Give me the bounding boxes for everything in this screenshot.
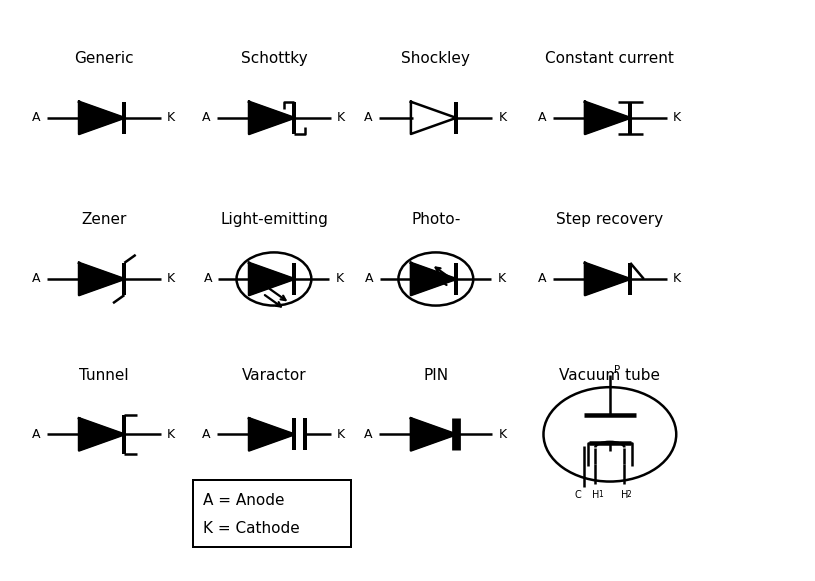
Text: Constant current: Constant current <box>545 51 674 66</box>
Polygon shape <box>411 263 456 295</box>
Text: Step recovery: Step recovery <box>557 212 663 227</box>
Text: 2: 2 <box>627 490 632 498</box>
Text: Vacuum tube: Vacuum tube <box>559 368 660 382</box>
Text: A: A <box>204 272 212 285</box>
Polygon shape <box>79 418 125 450</box>
Text: A: A <box>33 272 41 285</box>
Text: PIN: PIN <box>423 368 448 382</box>
Polygon shape <box>249 418 294 450</box>
Text: A: A <box>202 428 211 441</box>
Text: Shockley: Shockley <box>402 51 470 66</box>
Text: K = Cathode: K = Cathode <box>203 521 299 536</box>
Text: A: A <box>33 428 41 441</box>
Text: 1: 1 <box>597 490 602 498</box>
Text: K: K <box>673 272 681 285</box>
Polygon shape <box>585 102 630 134</box>
Text: A: A <box>365 272 374 285</box>
Text: Light-emitting: Light-emitting <box>220 212 328 227</box>
Bar <box>193 480 350 547</box>
Text: C: C <box>575 490 582 500</box>
Polygon shape <box>249 102 294 134</box>
Text: Varactor: Varactor <box>241 368 306 382</box>
Text: K: K <box>499 428 507 441</box>
Text: K: K <box>337 112 346 124</box>
Polygon shape <box>79 102 125 134</box>
Polygon shape <box>79 263 125 295</box>
Text: A: A <box>364 112 372 124</box>
Polygon shape <box>249 263 294 295</box>
Text: A: A <box>538 112 547 124</box>
Text: K: K <box>499 112 507 124</box>
Text: Generic: Generic <box>74 51 134 66</box>
Polygon shape <box>585 263 630 295</box>
Text: K: K <box>167 272 175 285</box>
Text: A: A <box>364 428 372 441</box>
Text: H: H <box>621 490 628 500</box>
Text: Schottky: Schottky <box>240 51 307 66</box>
Text: A: A <box>538 272 547 285</box>
Text: K: K <box>337 428 346 441</box>
Text: K: K <box>336 272 344 285</box>
Text: P: P <box>614 364 620 375</box>
Text: Zener: Zener <box>82 212 126 227</box>
Text: K: K <box>167 428 175 441</box>
Text: Photo-: Photo- <box>411 212 460 227</box>
Text: A = Anode: A = Anode <box>203 493 284 508</box>
Text: K: K <box>167 112 175 124</box>
Text: A: A <box>202 112 211 124</box>
Polygon shape <box>411 418 456 450</box>
Text: Tunnel: Tunnel <box>79 368 129 382</box>
Text: H: H <box>592 490 599 500</box>
Text: K: K <box>498 272 506 285</box>
Text: A: A <box>33 112 41 124</box>
Text: K: K <box>673 112 681 124</box>
